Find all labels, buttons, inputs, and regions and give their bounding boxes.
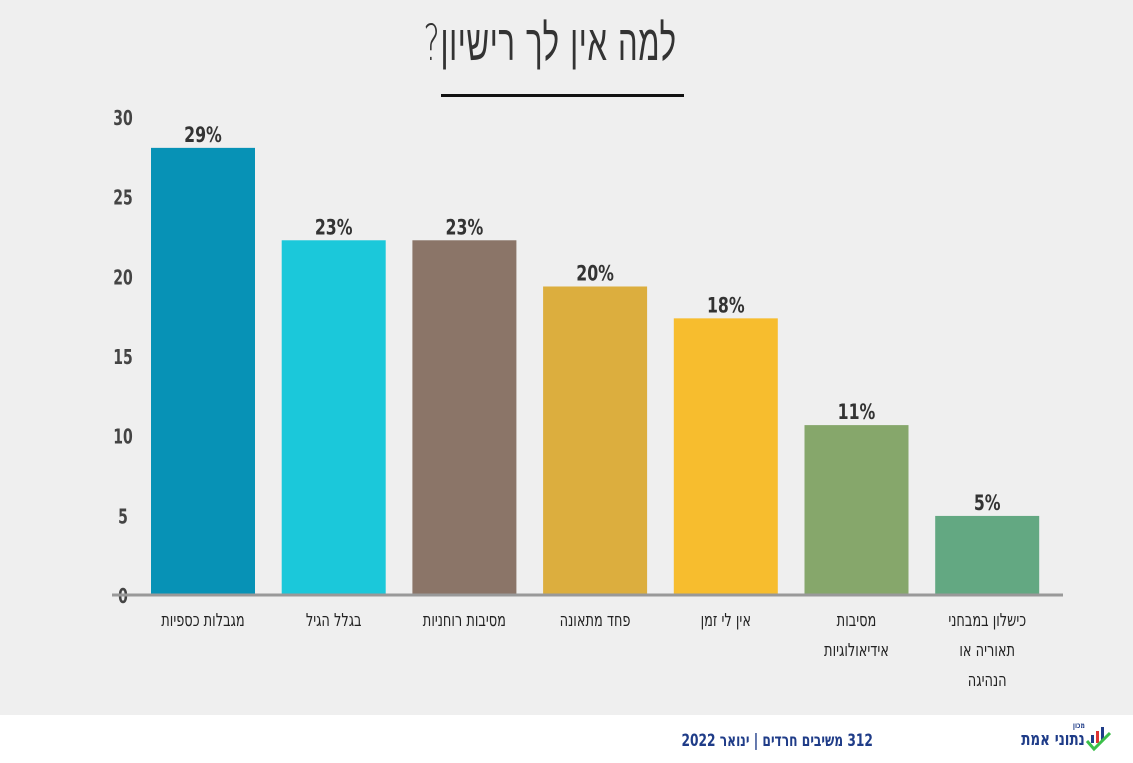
data-label: 18%	[707, 294, 745, 318]
logo: מכון נתוני אמת	[1000, 721, 1111, 757]
y-tick-label: 30	[113, 108, 132, 131]
x-tick-label: מסיבות רוחניות	[423, 609, 506, 631]
footer-text: 312 משיבים חרדים | ינואר 2022	[681, 731, 873, 751]
data-label: 20%	[576, 262, 614, 286]
y-tick-label: 15	[113, 347, 132, 370]
logo-check-icon	[1085, 727, 1111, 752]
logo-main-text: נתוני אמת	[1021, 728, 1085, 750]
x-tick-label: תאוריה או	[959, 639, 1015, 661]
chart-title: למה אין לך רישיון?	[423, 14, 677, 72]
x-tick-label: מסיבות	[837, 609, 877, 631]
bar	[281, 240, 386, 594]
data-label: 23%	[446, 216, 484, 240]
y-tick-label: 10	[113, 426, 132, 449]
data-label: 11%	[838, 401, 876, 425]
x-tick-label: מגבלות כספיות	[161, 609, 244, 631]
x-tick-label: אידיאולוגיות	[824, 639, 889, 661]
y-tick-label: 0	[118, 586, 128, 609]
bar	[673, 318, 778, 594]
data-label: 5%	[974, 492, 1001, 516]
data-label: 29%	[184, 124, 222, 148]
data-label: 23%	[315, 216, 353, 240]
bar	[412, 240, 517, 594]
logo-small-text: מכון	[1073, 720, 1085, 730]
x-tick-label: הנהיגה	[968, 669, 1007, 691]
bar	[151, 147, 255, 594]
title-underline	[441, 94, 684, 97]
y-tick-label: 5	[118, 506, 128, 529]
x-tick-label: בגלל הגיל	[306, 609, 362, 631]
y-tick-label: 25	[113, 187, 132, 210]
bar	[543, 286, 648, 594]
x-tick-label: כישלון במבחני	[948, 609, 1026, 631]
x-tick-label: פחד מתאונה	[560, 609, 631, 631]
bar-chart: 0 5 10 15 20 25 30 29% מגבלות כספיות 23% בגלל הגיל…	[112, 108, 1063, 691]
bar	[935, 515, 1040, 594]
y-tick-label: 20	[113, 267, 132, 290]
footer: 312 משיבים חרדים | ינואר 2022 מכון נתוני…	[0, 715, 1133, 763]
bar	[804, 425, 909, 594]
x-tick-label: אין לי זמן	[701, 609, 751, 631]
logo-text: מכון נתוני אמת	[1021, 721, 1085, 750]
